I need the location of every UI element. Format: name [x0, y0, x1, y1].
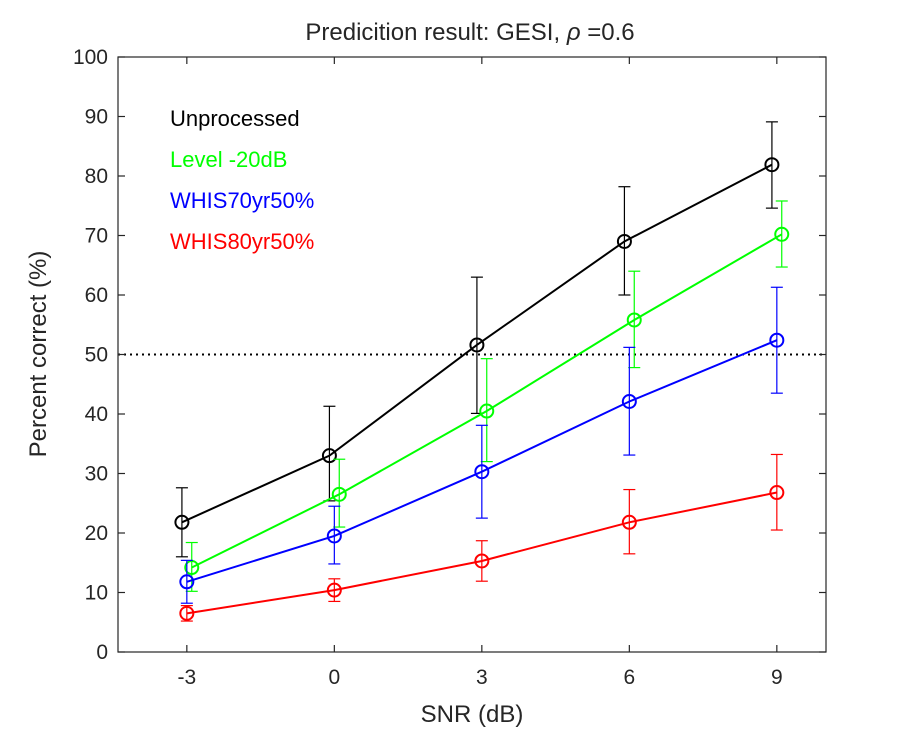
data-point	[479, 403, 495, 419]
chart-title-value: =0.6	[581, 19, 635, 46]
data-point	[179, 605, 195, 621]
legend: Unprocessed Level -20dB WHIS70yr50% WHIS80y…	[170, 106, 314, 254]
chart-title-rho-symbol: ρ	[566, 19, 581, 46]
error-bar	[770, 453, 783, 531]
data-point	[769, 485, 785, 501]
data-point	[331, 486, 347, 502]
data-point	[769, 332, 785, 348]
data-point	[764, 157, 780, 173]
chart-title-main: Predicition result: GESI,	[305, 19, 566, 46]
series-whis80yr50	[179, 453, 785, 622]
error-bar	[180, 559, 193, 604]
data-point	[616, 233, 632, 249]
y-tick-label: 70	[85, 225, 108, 248]
data-point	[626, 312, 642, 328]
legend-entry: WHIS70yr50%	[170, 188, 314, 213]
series-level-20db	[184, 200, 790, 592]
error-bar	[775, 200, 788, 268]
y-tick-label: 50	[85, 344, 108, 367]
y-tick-label: 60	[85, 284, 108, 307]
x-tick-label: 6	[623, 666, 635, 689]
data-point	[174, 514, 190, 530]
x-tick-label: 0	[328, 666, 340, 689]
legend-entry: Level -20dB	[170, 147, 287, 172]
data-point	[326, 528, 342, 544]
data-point	[184, 560, 200, 576]
y-tick-label: 20	[85, 522, 108, 545]
data-point	[179, 574, 195, 590]
y-tick-label: 100	[73, 46, 108, 69]
series-unprocessed	[174, 121, 780, 558]
data-point	[321, 448, 337, 464]
axis-ticks: 0 10 20 30 40 50 60 70 80 90 100 -3 0 3 6 9	[73, 46, 826, 689]
error-bar	[333, 458, 346, 528]
y-tick-label: 0	[96, 641, 108, 664]
y-tick-label: 40	[85, 403, 108, 426]
data-point	[474, 553, 490, 569]
x-axis-label: SNR (dB)	[421, 701, 524, 728]
series-line	[186, 339, 778, 583]
data-point	[621, 394, 637, 410]
data-point	[621, 514, 637, 530]
series-whis70yr50	[179, 286, 785, 604]
data-point	[774, 226, 790, 242]
y-axis-label: Percent correct (%)	[25, 251, 52, 458]
series-line	[191, 233, 783, 569]
chart-title: Predicition result: GESI, ρ =0.6	[305, 19, 634, 46]
x-tick-label: 9	[771, 666, 783, 689]
data-point	[474, 464, 490, 480]
series-layer	[174, 121, 790, 622]
y-tick-label: 80	[85, 165, 108, 188]
series-line	[181, 163, 773, 524]
legend-entry: WHIS80yr50%	[170, 229, 314, 254]
y-tick-label: 90	[85, 106, 108, 129]
x-tick-label: -3	[177, 666, 196, 689]
y-tick-label: 30	[85, 463, 108, 486]
data-point	[469, 337, 485, 353]
series-line	[186, 491, 778, 615]
legend-entry: Unprocessed	[170, 106, 300, 131]
y-tick-label: 10	[85, 582, 108, 605]
plot-frame	[117, 56, 827, 653]
data-point	[326, 582, 342, 598]
x-tick-label: 3	[476, 666, 488, 689]
